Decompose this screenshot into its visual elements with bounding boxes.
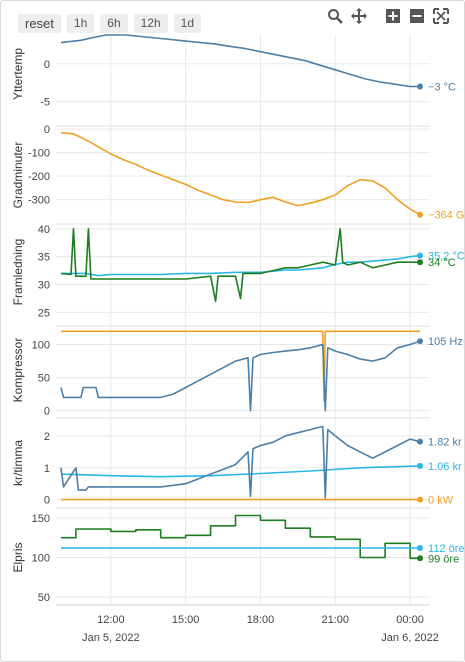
y-tick-label: 40 <box>38 224 50 236</box>
y-axis-label: Gradminuter <box>11 142 25 209</box>
series-end-label: −3 °C <box>428 81 456 93</box>
y-tick-label: 0 <box>44 495 50 507</box>
series-end-label: 1.82 kr <box>428 437 462 449</box>
y-tick-label: 150 <box>32 513 50 525</box>
y-axis-label: Elpris <box>11 542 25 572</box>
series-end-label: 34 °C <box>428 257 456 269</box>
series-line <box>60 228 420 303</box>
series-end-marker <box>417 555 424 562</box>
x-date-label: Jan 6, 2022 <box>381 632 439 644</box>
y-tick-label: 0 <box>44 406 50 418</box>
autoscale-icon[interactable] <box>433 8 449 24</box>
series-end-marker <box>417 211 424 218</box>
y-tick-label: 0 <box>44 124 50 136</box>
range-1h-button[interactable]: 1h <box>66 14 95 33</box>
series-end-label: 0 kW <box>428 495 454 507</box>
x-tick-label: 15:00 <box>172 614 200 626</box>
zoom-in-icon[interactable] <box>385 8 401 24</box>
series-end-marker <box>417 83 424 90</box>
series-end-marker <box>417 259 424 266</box>
y-tick-label: 100 <box>32 553 50 565</box>
y-tick-label: 35 <box>38 252 50 264</box>
y-tick-label: -200 <box>28 171 50 183</box>
panel-5: 2 1 0 kr/timma 0 kW 1.06 kr 1.82 kr <box>11 417 462 507</box>
range-1d-button[interactable]: 1d <box>173 14 202 33</box>
zoom-icon[interactable] <box>327 8 343 24</box>
x-tick-label: 00:00 <box>396 614 424 626</box>
x-tick-label: 18:00 <box>247 614 275 626</box>
y-axis-label: Framledning <box>11 239 25 306</box>
series-line <box>60 131 421 216</box>
series-line <box>60 425 421 499</box>
x-tick-label: 12:00 <box>97 614 125 626</box>
y-tick-label: 25 <box>38 307 50 319</box>
series-end-label: −364 GM <box>428 210 465 222</box>
series-line <box>60 34 420 88</box>
y-tick-label: 2 <box>44 431 50 443</box>
series-end-marker <box>417 545 424 551</box>
y-tick-label: -300 <box>28 195 50 207</box>
y-tick-label: 30 <box>38 280 50 292</box>
y-tick-label: 0 <box>44 59 50 71</box>
series-end-marker <box>417 496 424 503</box>
series-line <box>61 514 420 560</box>
y-tick-label: 50 <box>38 373 50 385</box>
y-tick-label: 1 <box>44 463 50 475</box>
series-end-marker <box>417 338 424 345</box>
series-end-marker <box>417 462 424 469</box>
range-12h-button[interactable]: 12h <box>133 14 168 33</box>
panel-4: 100 50 0 Kompressor 105 Hz <box>11 325 463 418</box>
y-tick-label: -100 <box>28 148 50 160</box>
series-end-label: 99 öre <box>428 553 459 565</box>
series-end-label: 112 öre <box>428 543 465 555</box>
panel-3: 40 35 30 25 Framledning 35,2 °C34 °C <box>11 223 465 319</box>
series-line <box>61 330 420 402</box>
reset-button[interactable]: reset <box>18 14 61 33</box>
zoom-out-icon[interactable] <box>409 8 425 24</box>
x-tick-label: 21:00 <box>321 614 349 626</box>
range-toolbar: reset 1h 6h 12h 1d <box>18 14 202 33</box>
y-tick-label: -5 <box>40 97 50 109</box>
y-tick-label: 50 <box>38 592 50 604</box>
range-6h-button[interactable]: 6h <box>100 14 128 33</box>
y-axis-label: kr/timma <box>11 440 25 486</box>
series-line <box>61 254 421 277</box>
series-end-marker <box>417 252 424 259</box>
y-axis-label: Kompressor <box>11 338 25 403</box>
series-line <box>60 465 421 478</box>
panel-1: 0 -5 Yttertemp −3 °C <box>11 34 456 109</box>
series-end-label: 105 Hz <box>428 336 463 348</box>
series-line <box>60 340 421 412</box>
pan-icon[interactable] <box>351 8 367 24</box>
modebar <box>319 8 449 24</box>
y-axis-label: Yttertemp <box>11 48 25 100</box>
series-end-label: 35,2 °C <box>428 251 465 263</box>
series-end-label: 1.06 kr <box>428 461 462 473</box>
x-date-label: Jan 5, 2022 <box>82 632 140 644</box>
y-tick-label: 100 <box>32 340 50 352</box>
series-end-marker <box>417 438 424 445</box>
